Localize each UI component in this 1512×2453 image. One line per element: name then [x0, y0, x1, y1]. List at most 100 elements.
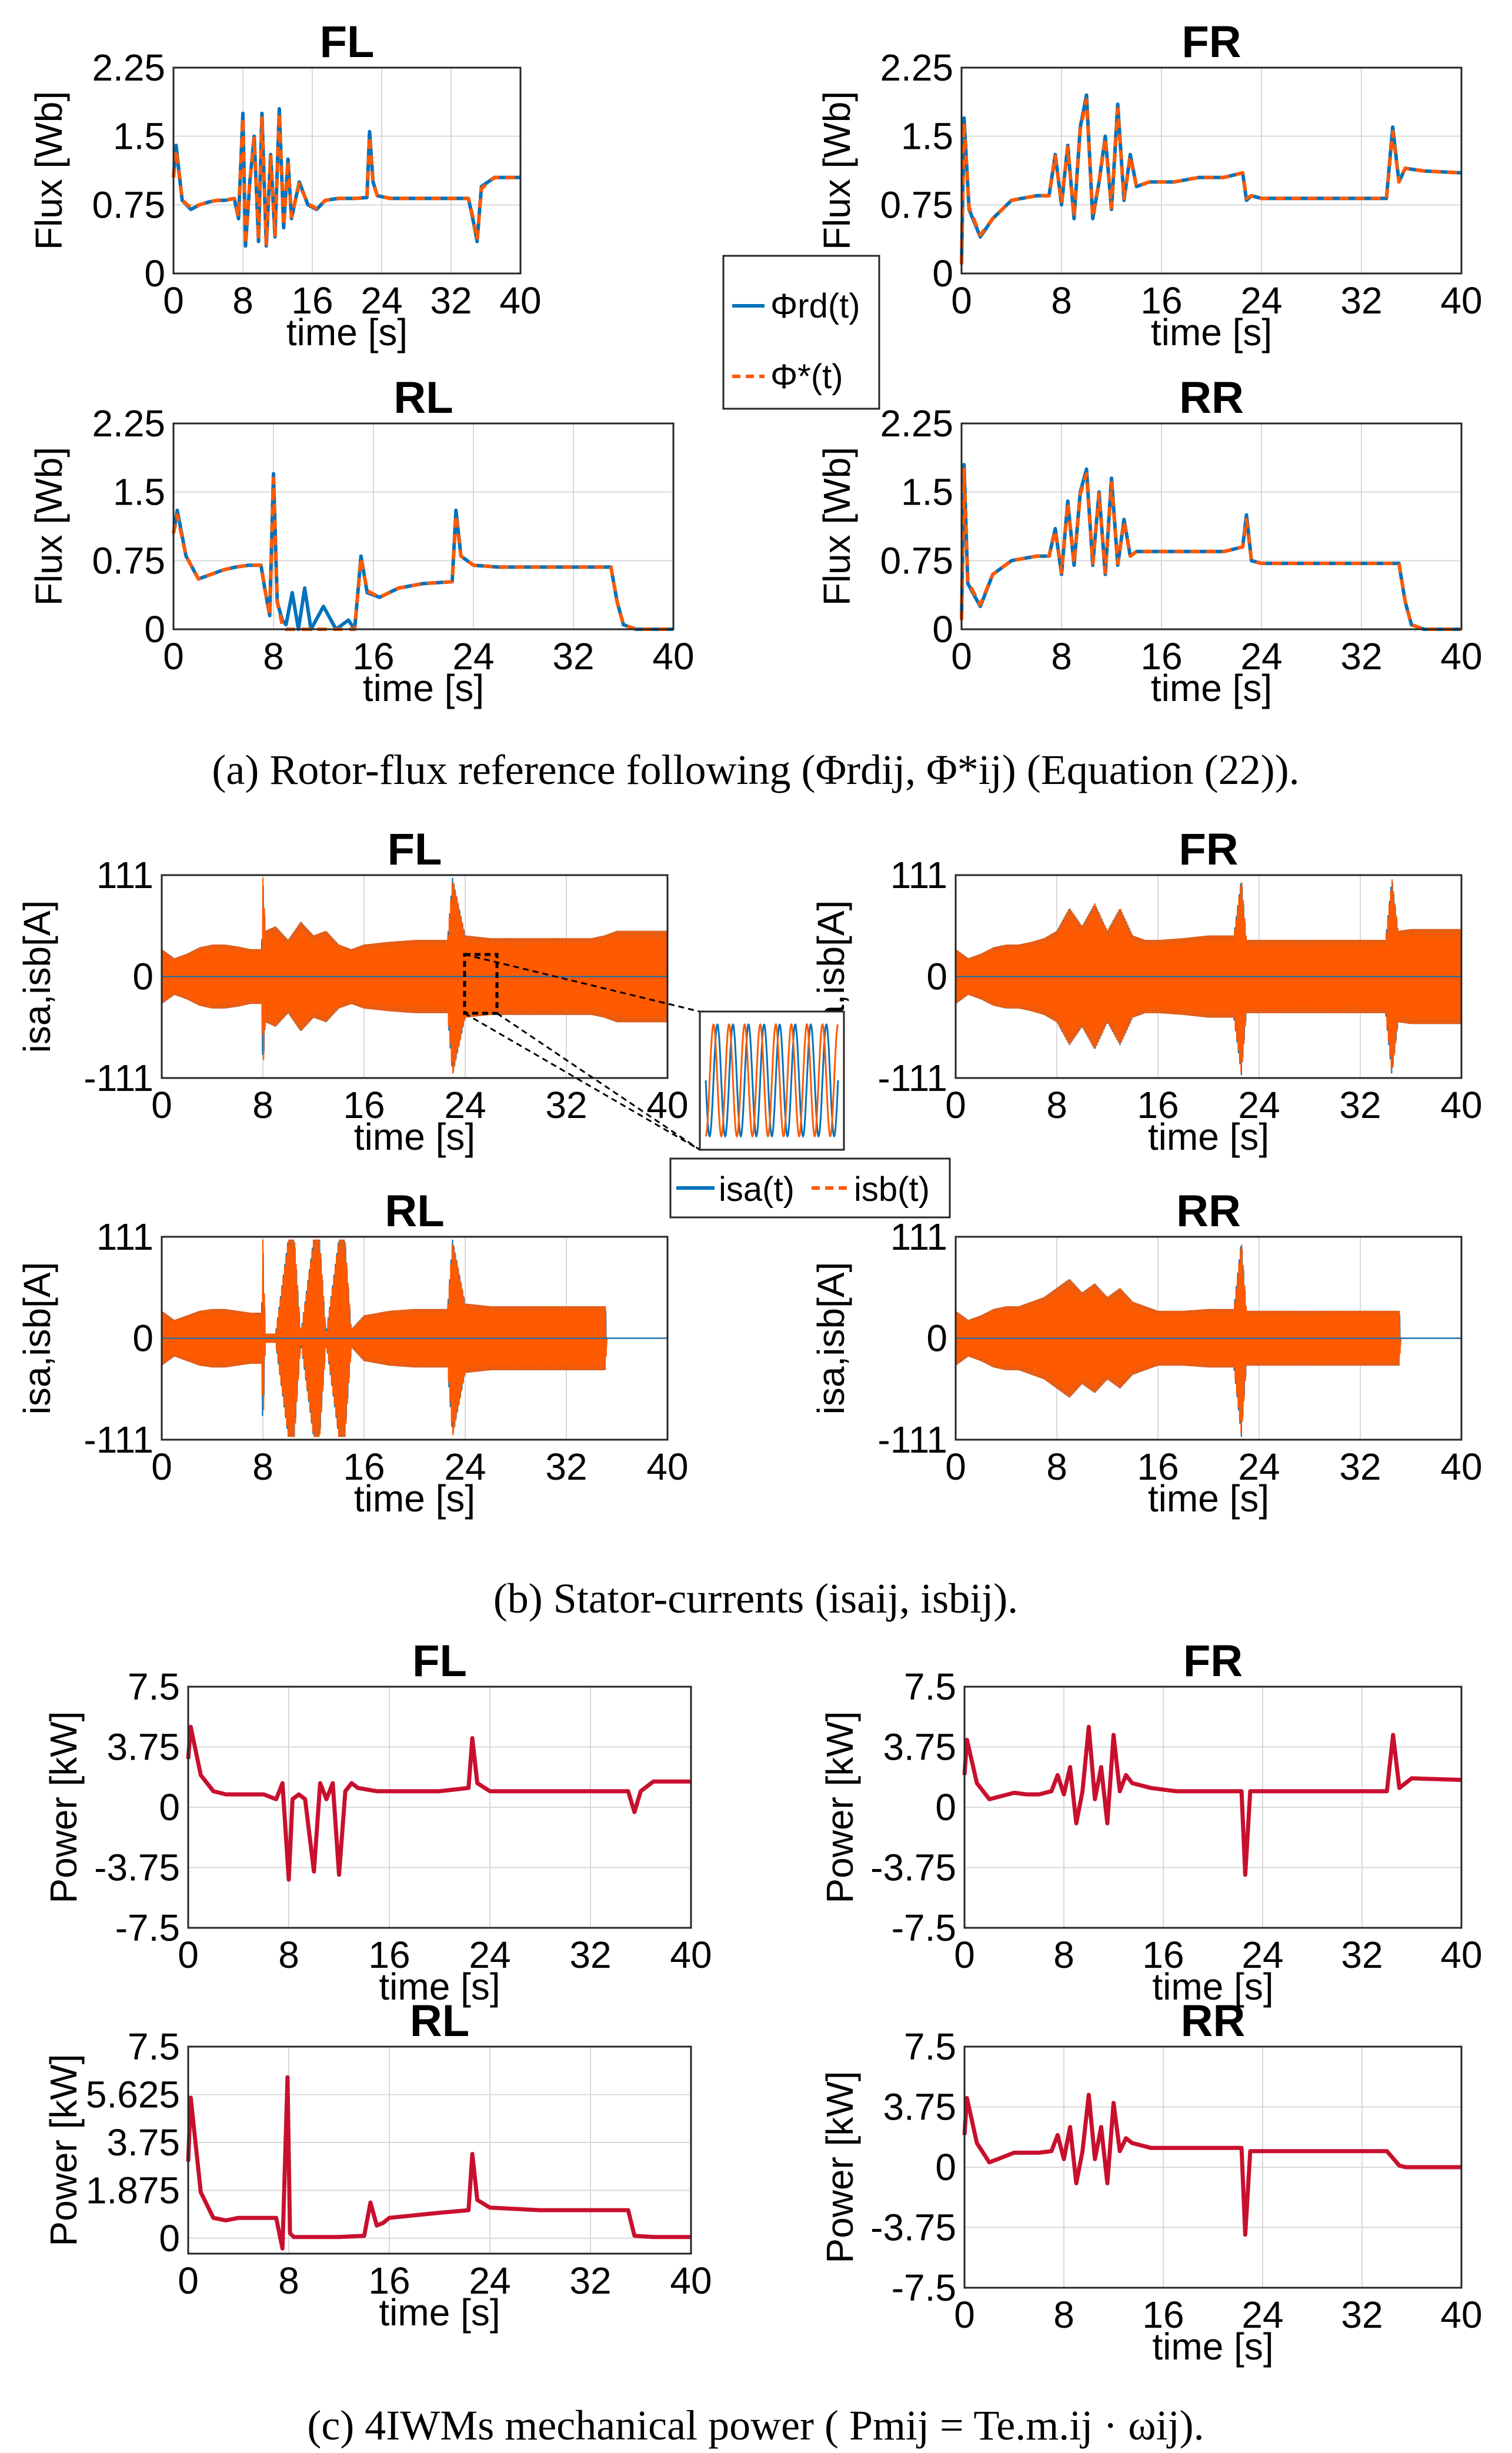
y-axis-label: Flux [Wb] [28, 91, 70, 250]
inset-trace-0 [705, 1023, 839, 1138]
y-tick-label: 3.75 [106, 2121, 180, 2164]
x-tick-label: 8 [263, 635, 284, 678]
x-tick-label: 40 [1440, 1084, 1482, 1126]
axes-box [963, 1686, 1463, 1929]
panel-title: RR [1179, 373, 1244, 423]
x-tick-label: 40 [646, 1084, 688, 1126]
x-tick-label: 40 [1440, 279, 1482, 322]
x-tick-label: 32 [1339, 1446, 1381, 1488]
axes-box [954, 874, 1463, 1079]
x-axis-label: time [s] [379, 2291, 500, 2334]
y-tick-label: -111 [877, 1419, 947, 1461]
panel-a-rr: 0 8 16 24 32 40 0 0.75 1.5 2.25 time [s] Flux [Wb] R… [816, 373, 1483, 709]
axes-box [161, 1236, 669, 1441]
x-tick-label: 32 [1341, 2294, 1383, 2336]
x-tick-label: 40 [1440, 2294, 1482, 2336]
y-tick-label: 2.25 [92, 402, 165, 445]
y-tick-label: 0 [932, 608, 953, 650]
legend-flux: Φrd(t) Φ*(t) [722, 255, 880, 410]
y-axis-label: Power [kW] [819, 1711, 861, 1903]
y-tick-label: 0 [935, 2146, 956, 2188]
x-tick-label: 32 [569, 1934, 611, 1976]
y-tick-label: 1.5 [113, 471, 165, 513]
x-tick-label: 16 [1137, 1446, 1179, 1488]
x-tick-label: 0 [945, 1084, 966, 1126]
x-axis-label: time [s] [363, 667, 484, 709]
y-tick-label: 0.75 [880, 539, 953, 582]
series-line-1 [172, 476, 673, 631]
y-tick-label: 2.25 [880, 46, 953, 89]
y-tick-label: 3.75 [883, 2086, 956, 2128]
plot-area [962, 423, 1461, 629]
x-tick-label: 0 [954, 2294, 975, 2336]
y-tick-label: 0 [159, 1786, 180, 1828]
y-tick-label: 111 [890, 1216, 947, 1258]
panel-title: RR [1176, 1186, 1241, 1236]
series-line-1 [960, 467, 1461, 631]
axes-box [172, 66, 522, 275]
x-tick-label: 16 [343, 1084, 385, 1126]
x-tick-label: 24 [469, 2260, 510, 2302]
x-tick-label: 0 [178, 1934, 199, 1976]
x-tick-label: 0 [163, 635, 184, 678]
y-tick-label: 0 [926, 1317, 947, 1360]
x-axis-label: time [s] [1151, 667, 1272, 709]
x-tick-label: 8 [1051, 279, 1072, 322]
y-tick-label: 0 [144, 252, 165, 295]
panel-title: FR [1183, 1636, 1243, 1686]
x-tick-label: 0 [178, 2260, 199, 2302]
y-tick-label: -3.75 [870, 1847, 956, 1889]
x-tick-label: 40 [670, 2260, 712, 2302]
current-trace-1 [954, 879, 1463, 1073]
y-tick-label: 1.875 [86, 2169, 180, 2211]
series-line-0 [962, 2092, 1461, 2237]
legend-label-isa: isa(t) [719, 1170, 795, 1209]
plot-area [173, 68, 520, 273]
x-tick-label: 8 [1051, 635, 1072, 678]
x-tick-label: 32 [1340, 279, 1382, 322]
y-tick-label: 0 [132, 1317, 153, 1360]
y-axis-label: isa,isb[A] [810, 1262, 852, 1415]
x-tick-label: 0 [151, 1446, 172, 1488]
axes-box [960, 422, 1463, 630]
y-tick-label: 111 [890, 854, 947, 896]
x-axis-label: time [s] [1151, 311, 1272, 353]
x-tick-label: 32 [552, 635, 594, 678]
x-tick-label: 24 [444, 1446, 486, 1488]
y-tick-label: 7.5 [128, 1666, 180, 1708]
x-tick-label: 8 [278, 1934, 299, 1976]
x-tick-label: 32 [569, 2260, 611, 2302]
x-tick-label: 24 [361, 279, 402, 322]
y-tick-label: -7.5 [892, 2267, 956, 2309]
x-tick-label: 24 [1241, 2294, 1283, 2336]
panel-a-fr: 0 8 16 24 32 40 0 0.75 1.5 2.25 time [s] Flux [Wb] F… [816, 17, 1483, 353]
axes-box [954, 1236, 1463, 1441]
plot-area [188, 2047, 691, 2254]
y-tick-label: 1.5 [113, 115, 165, 158]
panel-title: FL [412, 1636, 467, 1686]
series-line-1 [960, 98, 1462, 265]
y-tick-label: 0 [926, 956, 947, 998]
y-tick-label: 0.75 [880, 183, 953, 226]
x-axis-label: time [s] [1152, 2325, 1273, 2368]
panel-title: FL [388, 825, 442, 875]
y-axis-label: Flux [Wb] [816, 91, 858, 250]
y-tick-label: 7.5 [904, 2025, 956, 2068]
panel-c-fr: 0 8 16 24 32 40 -7.5 -3.75 0 3.75 7.5 time [s] Power… [819, 1636, 1483, 2008]
caption-a: (a) Rotor-flux reference following (Φrdi… [212, 746, 1299, 793]
axes-box [172, 422, 675, 630]
axes-box [963, 2045, 1463, 2289]
x-tick-label: 40 [670, 1934, 712, 1976]
x-tick-label: 8 [232, 279, 253, 322]
panel-title: FL [320, 17, 375, 67]
x-tick-label: 40 [652, 635, 694, 678]
x-tick-label: 16 [291, 279, 333, 322]
chart-panels: 0 8 16 24 32 40 0 0.75 1.5 2.25 time [s] Flux [Wb] F… [16, 17, 1483, 2368]
y-tick-label: 0 [132, 956, 153, 998]
plot-area [962, 68, 1461, 273]
x-tick-label: 16 [368, 2260, 410, 2302]
plot-area [173, 423, 673, 629]
inset-trace-1 [705, 1023, 839, 1138]
x-tick-label: 0 [151, 1084, 172, 1126]
